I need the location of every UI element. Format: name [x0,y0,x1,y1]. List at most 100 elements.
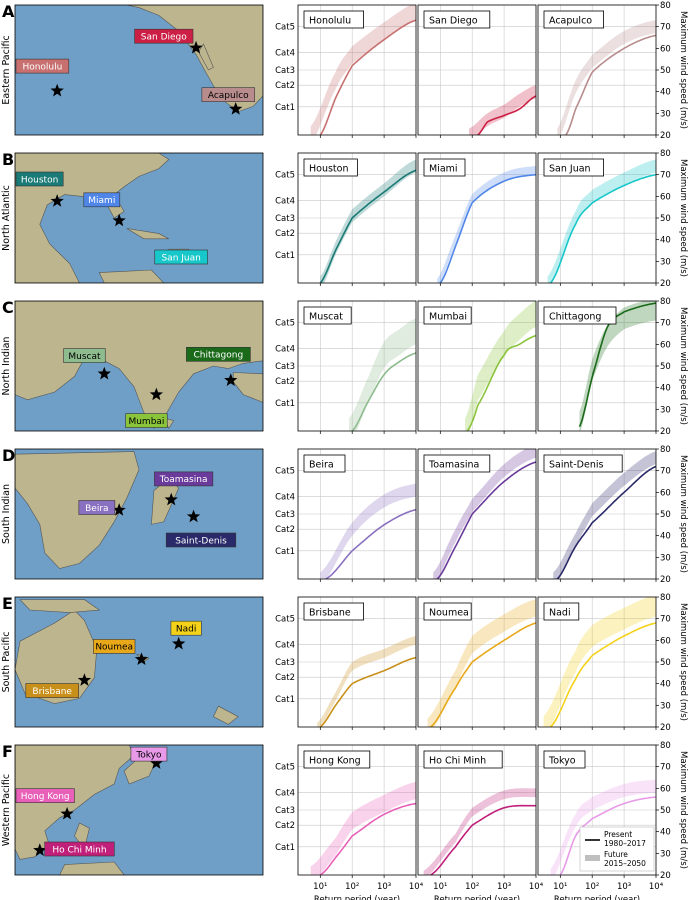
city-title: Mumbai [429,312,467,323]
present-line [565,34,656,135]
city-label-box [154,249,208,265]
y-tick-label: 50 [660,658,671,668]
y-axis-label: Maximum wind speed (m/s) [678,307,688,425]
city-label-box [170,620,202,636]
y-axis-label: Maximum wind speed (m/s) [678,159,688,277]
city-label-box [130,746,168,762]
category-label: Cat4 [275,789,295,799]
future-band [349,318,416,431]
present-line [430,622,536,727]
y-tick-label: 50 [660,66,671,76]
category-label: Cat1 [275,251,295,261]
present-line [319,656,416,727]
chart-panel: Honolulu Cat1 Cat2 Cat3 Cat4 Cat5 [275,4,417,138]
x-tick-label: 10³ [497,882,511,892]
basin-name: North Atlantic [1,185,12,251]
city-label-box [15,58,70,74]
basin-name: Eastern Pacific [1,35,12,104]
series-group [319,159,416,283]
future-band [465,301,536,431]
city-title-box [543,454,623,473]
category-label: Cat2 [275,525,295,535]
city-map-label: San Diego [141,33,187,43]
city-title-box [303,602,364,621]
y-tick-label: 20 [660,279,671,289]
star-icon [224,373,238,386]
y-tick-label: 40 [660,532,671,542]
city-title: San Juan [549,164,591,175]
city-title: Noumea [429,608,469,619]
map-si: Beira Toamasina Saint-Denis [14,448,264,580]
plot-frame [297,448,417,580]
chart-panel: Noumea [417,596,537,730]
plot-frame [297,152,417,284]
map-na: Houston Miami San Juan [14,152,264,284]
category-label: Cat2 [275,377,295,387]
plot-frame [417,744,537,876]
future-band [317,636,416,727]
y-tick-label: 40 [660,88,671,98]
series-group [317,636,416,727]
city-title-box [423,750,503,769]
present-line [436,461,536,579]
city-title: Beira [309,460,334,471]
future-band [553,451,656,579]
present-line [578,302,656,428]
city-title-box [303,750,371,769]
series-group [469,85,536,135]
future-band [547,159,656,283]
present-line [477,95,536,135]
series-group [437,166,536,283]
y-tick-label: 80 [660,297,671,307]
land [15,451,140,569]
city-map-label: Houston [21,175,58,185]
y-tick-label: 20 [660,427,671,437]
plot-frame [297,4,417,136]
x-tick-label: 10² [465,882,479,892]
y-tick-label: 70 [660,171,671,181]
y-tick-label: 80 [660,149,671,159]
map-frame [14,744,264,876]
city-label-box [25,683,79,698]
city-title: San Diego [429,16,478,27]
city-map-label: Honolulu [22,62,62,72]
future-band [320,483,416,579]
star-icon [112,503,126,516]
city-map-label: Nadi [176,625,196,635]
city-label-box [93,639,136,654]
city-title: Ho Chi Minh [429,756,486,767]
city-label-box [154,471,214,487]
plot-frame [417,300,537,432]
city-label-box [186,346,251,362]
land-group [126,5,263,112]
city-map-label: Acapulco [208,91,249,101]
star-icon [50,194,64,207]
present-line [559,796,656,875]
city-title-box [543,602,580,621]
future-band [310,781,416,875]
y-tick-label: 60 [660,488,671,498]
star-icon [97,366,111,380]
present-line [550,173,656,283]
present-line [430,804,536,875]
y-tick-label: 70 [660,467,671,477]
category-label: Cat5 [275,467,295,477]
present-line [319,802,416,875]
city-title-box [303,454,346,473]
x-tick-label: 10² [585,882,599,892]
city-map-label: Noumea [95,643,133,653]
category-label: Cat3 [275,806,295,816]
city-title-box [423,454,491,473]
city-label-box [165,532,237,548]
y-tick-label: 70 [660,763,671,773]
present-line [466,334,536,431]
city-map-label: Ho Chi Minh [52,845,106,855]
city-title: Miami [429,164,458,175]
category-label: Cat1 [275,547,295,557]
chart-panel: Ho Chi Minh 10¹ 10² 10³ 10⁴ Return period (ye… [417,744,544,900]
city-title-box [543,158,604,177]
future-band [433,449,536,579]
basin-name: South Pacific [1,632,12,693]
x-tick-label: 10² [345,882,359,892]
city-label-box [15,171,64,187]
